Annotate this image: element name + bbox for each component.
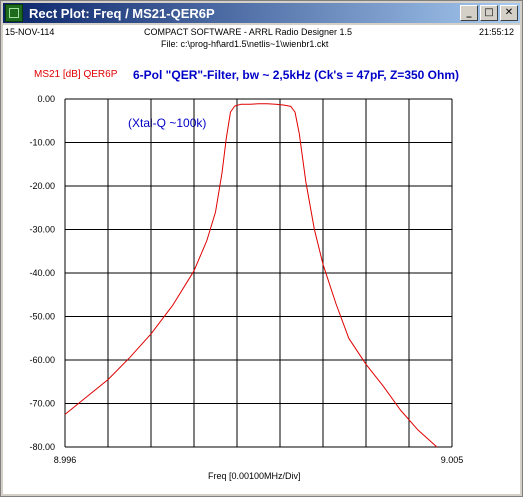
title-bar[interactable]: Rect Plot: Freq / MS21-QER6P _ □ ✕	[3, 3, 520, 23]
header-file: File: c:\prog-hf\ard1.5\netlis~1\wienbr1…	[161, 39, 329, 49]
chart-title: 6-Pol "QER"-Filter, bw ~ 2,5kHz (Ck's = …	[133, 68, 459, 82]
y-tick-label: -60.00	[29, 355, 55, 365]
header-date: 15-NOV-114	[5, 27, 55, 37]
window-controls: _ □ ✕	[458, 5, 518, 21]
x-tick-label-min: 8.996	[54, 455, 77, 465]
header-software: COMPACT SOFTWARE - ARRL Radio Designer 1…	[144, 27, 353, 37]
x-tick-label-max: 9.005	[441, 455, 464, 465]
minimize-button[interactable]: _	[460, 5, 478, 21]
y-tick-label: 0.00	[37, 94, 55, 104]
y-tick-label: -50.00	[29, 312, 55, 322]
x-axis-label: Freq [0.00100MHz/Div]	[208, 471, 301, 481]
series-line-ms21	[64, 103, 438, 448]
plot-area: 15-NOV-114 COMPACT SOFTWARE - ARRL Radio…	[3, 25, 520, 494]
y-tick-label: -20.00	[29, 181, 55, 191]
y-tick-label: -80.00	[29, 442, 55, 452]
close-button[interactable]: ✕	[500, 5, 518, 21]
chart-svg: 0.00 -10.00 -20.00 -30.00 -40.00 -50.00 -60.00…	[29, 94, 464, 465]
chart-annotation: (Xtal-Q ~100k)	[128, 116, 207, 130]
y-tick-label: -10.00	[29, 138, 55, 148]
window-title: Rect Plot: Freq / MS21-QER6P	[29, 5, 215, 21]
y-tick-label: -30.00	[29, 225, 55, 235]
legend-series-label: MS21 [dB] QER6P	[34, 69, 118, 80]
app-icon[interactable]	[5, 4, 23, 22]
y-tick-label: -70.00	[29, 399, 55, 409]
header-time: 21:55:12	[478, 27, 514, 37]
maximize-button[interactable]: □	[480, 5, 498, 21]
y-tick-label: -40.00	[29, 268, 55, 278]
